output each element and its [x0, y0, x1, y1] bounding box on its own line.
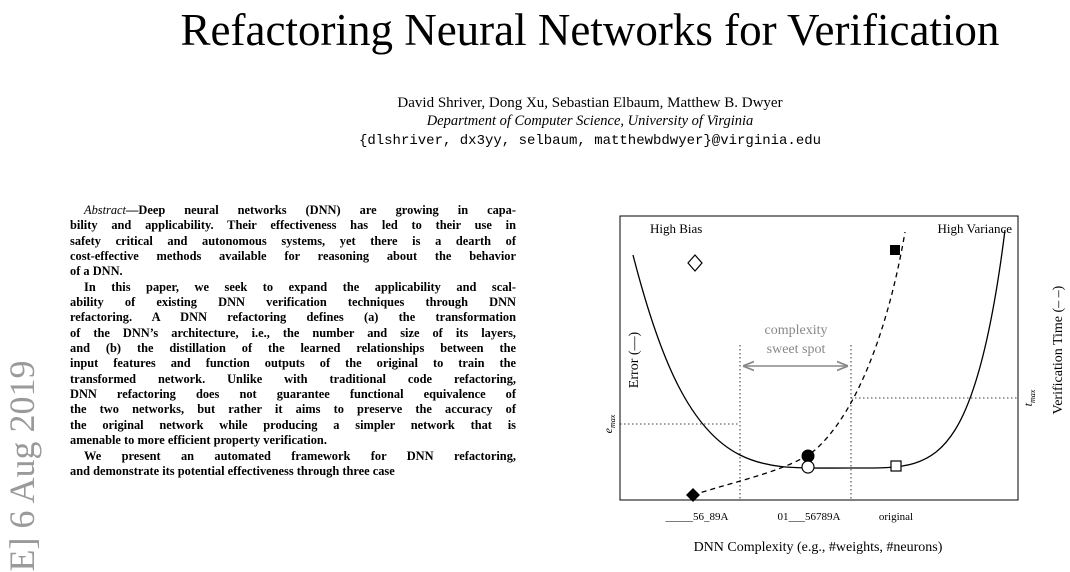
text: and (b) the distillation of the learned …	[70, 341, 516, 356]
text-line: In this paper, we seek to expand the app…	[70, 280, 516, 295]
text-line: the two networks, but rather it aims to …	[70, 402, 516, 417]
text: amenable to more efficient property veri…	[70, 433, 327, 448]
text: safety critical and autonomous systems, …	[70, 233, 516, 248]
label: High Bias	[650, 221, 702, 236]
text: cost-effective methods available for rea…	[70, 249, 516, 264]
text-line: and demonstrate its potential effectiven…	[70, 464, 516, 479]
text-line: refactoring. A DNN refactoring defines (…	[70, 310, 516, 325]
x-label: _____56_89A	[665, 511, 729, 523]
text: the original network while producing a s…	[70, 417, 516, 432]
marker	[687, 254, 703, 272]
text-line: of the DNN’s architecture, i.e., the num…	[70, 326, 516, 341]
text-line: and (b) the distillation of the learned …	[70, 341, 516, 356]
marker	[686, 488, 700, 502]
text-line: bility and applicability. Their effectiv…	[70, 218, 516, 233]
text-line: Abstract—Deep neural networks (DNN) are …	[70, 203, 516, 218]
title: Refactoring Neural Networks for Verifica…	[180, 5, 1000, 55]
label: complexity	[765, 323, 828, 338]
text-line: amenable to more efficient property veri…	[70, 433, 516, 448]
text: ability of existing DNN verification tec…	[70, 295, 516, 310]
abstract: Abstract—Deep neural networks (DNN) are …	[70, 203, 516, 479]
subscript: max	[1028, 389, 1037, 403]
plot-frame	[619, 215, 1019, 501]
affiliation: Department of Computer Science, Universi…	[426, 113, 754, 129]
text: In this paper, we seek to expand the app…	[84, 279, 516, 294]
text: the two networks, but rather it aims to …	[70, 402, 516, 417]
text: DNN refactoring does not guarantee funct…	[70, 387, 516, 402]
y-axis-label: Error (—)	[627, 331, 642, 388]
caption: DNN Complexity (e.g., #weights, #neurons…	[694, 540, 943, 555]
error-curve	[632, 229, 1006, 469]
text-line: We present an automated framework for DN…	[70, 449, 516, 464]
text-line: ability of existing DNN verification tec…	[70, 295, 516, 310]
marker	[890, 460, 902, 472]
marker	[801, 460, 815, 474]
emax-label: emax	[601, 414, 617, 433]
x-label: 01___56789A	[778, 511, 841, 523]
text: —Deep neural networks (DNN) are growing …	[126, 203, 516, 217]
symbol: t	[1021, 402, 1035, 406]
email: {dlshriver, dx3yy, selbaum, matthewbdwye…	[358, 133, 822, 149]
label: High Variance	[938, 221, 1013, 236]
text: refactoring. A DNN refactoring defines (…	[70, 310, 516, 325]
marker	[890, 245, 900, 255]
abstract-label: Abstract	[84, 203, 126, 217]
text-line: safety critical and autonomous systems, …	[70, 234, 516, 249]
text: We present an automated framework for DN…	[84, 448, 516, 463]
tmax-label: tmax	[1021, 389, 1037, 406]
text-line: DNN refactoring does not guarantee funct…	[70, 387, 516, 402]
subscript: max	[608, 414, 617, 428]
time-curve	[692, 231, 906, 496]
text-line: cost-effective methods available for rea…	[70, 249, 516, 264]
text-line: the original network while producing a s…	[70, 418, 516, 433]
authors: David Shriver, Dong Xu, Sebastian Elbaum…	[397, 95, 783, 111]
text-line: of a DNN.	[70, 264, 516, 279]
x-label: original	[879, 511, 913, 523]
text-line: input features and function outputs of t…	[70, 356, 516, 371]
text: and demonstrate its potential effectiven…	[70, 463, 395, 478]
text-line: transformed network. Unlike with traditi…	[70, 372, 516, 387]
symbol: e	[601, 427, 615, 433]
text: transformed network. Unlike with traditi…	[70, 371, 516, 386]
marker	[801, 449, 815, 463]
text: bility and applicability. Their effectiv…	[70, 218, 516, 233]
y2-axis-label: Verification Time (– –)	[1051, 285, 1066, 414]
text: input features and function outputs of t…	[70, 356, 516, 371]
text: of the DNN’s architecture, i.e., the num…	[70, 325, 516, 340]
guides	[620, 345, 1018, 500]
label: sweet spot	[767, 342, 826, 357]
text: of a DNN.	[70, 264, 123, 279]
